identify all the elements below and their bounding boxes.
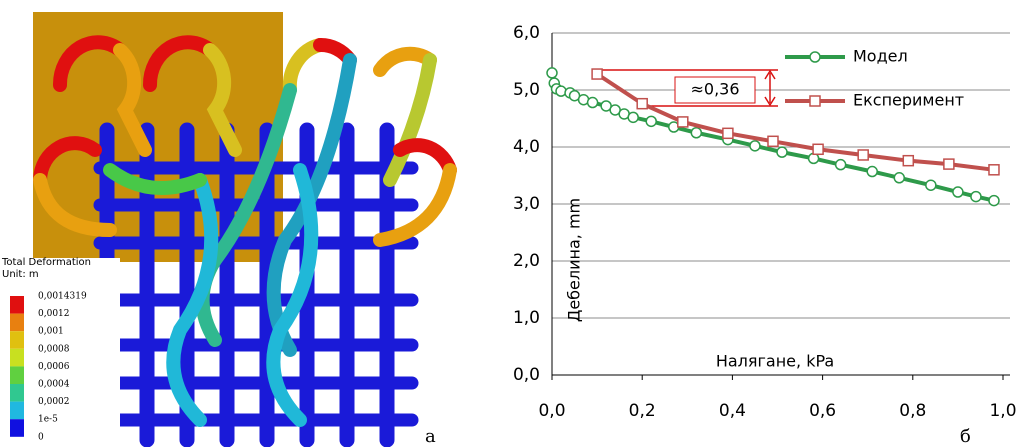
x-tick-label: 0,8 [899, 401, 926, 421]
legend-unit: Unit: m [2, 269, 39, 280]
marker [893, 172, 906, 184]
marker [988, 194, 1000, 207]
y-tick-label: 0,0 [513, 365, 540, 385]
scale-label: 0,0014319 [38, 292, 87, 302]
annotation-arrowheads [764, 69, 776, 107]
marker [677, 116, 689, 128]
scale-label: 0,001 [38, 327, 64, 337]
marker [902, 154, 915, 167]
y-tick-label: 6,0 [513, 23, 540, 43]
marker [767, 135, 779, 148]
x-axis-label: Налягане, kPa [716, 352, 834, 371]
marker [555, 85, 567, 97]
color-swatch [10, 366, 24, 384]
marker [627, 111, 639, 124]
marker [636, 97, 648, 110]
marker [834, 158, 847, 171]
x-tick-label: 0,0 [538, 401, 565, 421]
legend-label: Експеримент [853, 91, 964, 110]
loops [33, 35, 457, 427]
marker [645, 115, 657, 128]
marker [988, 164, 1000, 176]
marker [749, 140, 761, 152]
color-swatch [10, 313, 24, 332]
marker [925, 179, 937, 191]
marker [546, 67, 558, 79]
marker [809, 51, 821, 63]
color-swatch [10, 296, 24, 314]
annotation: ≈0,36 [690, 80, 739, 99]
y-tick-label: 1,0 [513, 308, 540, 328]
marker [812, 143, 824, 156]
color-swatch [10, 348, 24, 367]
marker [722, 127, 734, 140]
marker [943, 158, 955, 170]
series-line [596, 72, 995, 172]
color-swatch [10, 401, 24, 420]
marker [857, 149, 869, 161]
marker [952, 186, 964, 198]
scale-label: 0,0012 [38, 309, 70, 319]
marker [776, 146, 788, 158]
fea-render: Total Deformation Unit: m 0,00143190,001… [0, 12, 457, 447]
annotation-box [674, 76, 756, 104]
marker [970, 190, 982, 203]
weft-rods [93, 161, 419, 427]
x-tick-label: 0,2 [629, 401, 656, 421]
x-tick-label: 0,4 [719, 401, 746, 421]
color-swatch [10, 384, 24, 402]
y-tick-label: 4,0 [513, 137, 540, 157]
scale-label: 0 [38, 432, 44, 442]
chart: ≈0,36 Налягане, kPa Дебелина, mm б 0,0 1,… [513, 23, 1017, 447]
marker [586, 96, 599, 109]
y-tick-label: 2,0 [513, 251, 540, 271]
contour-scale: 0,0014319 0,0012 0,001 0,0008 0,0006 0,0004 0,… [10, 292, 87, 442]
x-tick-label: 1,0 [989, 401, 1016, 421]
marker [866, 165, 878, 178]
marker [809, 95, 821, 107]
legend-title: Total Deformation [1, 257, 91, 268]
scale-label: 0,0004 [38, 380, 70, 390]
x-tick-label: 0,6 [809, 401, 836, 421]
scale-label: 0,0002 [38, 397, 70, 407]
legend-label: Модел [853, 47, 908, 66]
marker [690, 127, 703, 139]
scale-label: 0,0008 [38, 344, 70, 354]
y-axis-label: Дебелина, mm [565, 198, 584, 322]
y-tick-label: 5,0 [513, 80, 540, 100]
y-tick-label: 3,0 [513, 194, 540, 214]
color-swatch [10, 419, 24, 437]
scale-label: 1e-5 [38, 415, 58, 425]
panel-label: а [425, 426, 436, 447]
panel-label: б [960, 426, 971, 447]
color-swatch [10, 331, 24, 349]
scale-label: 0,0006 [38, 362, 70, 372]
marker [591, 68, 603, 80]
